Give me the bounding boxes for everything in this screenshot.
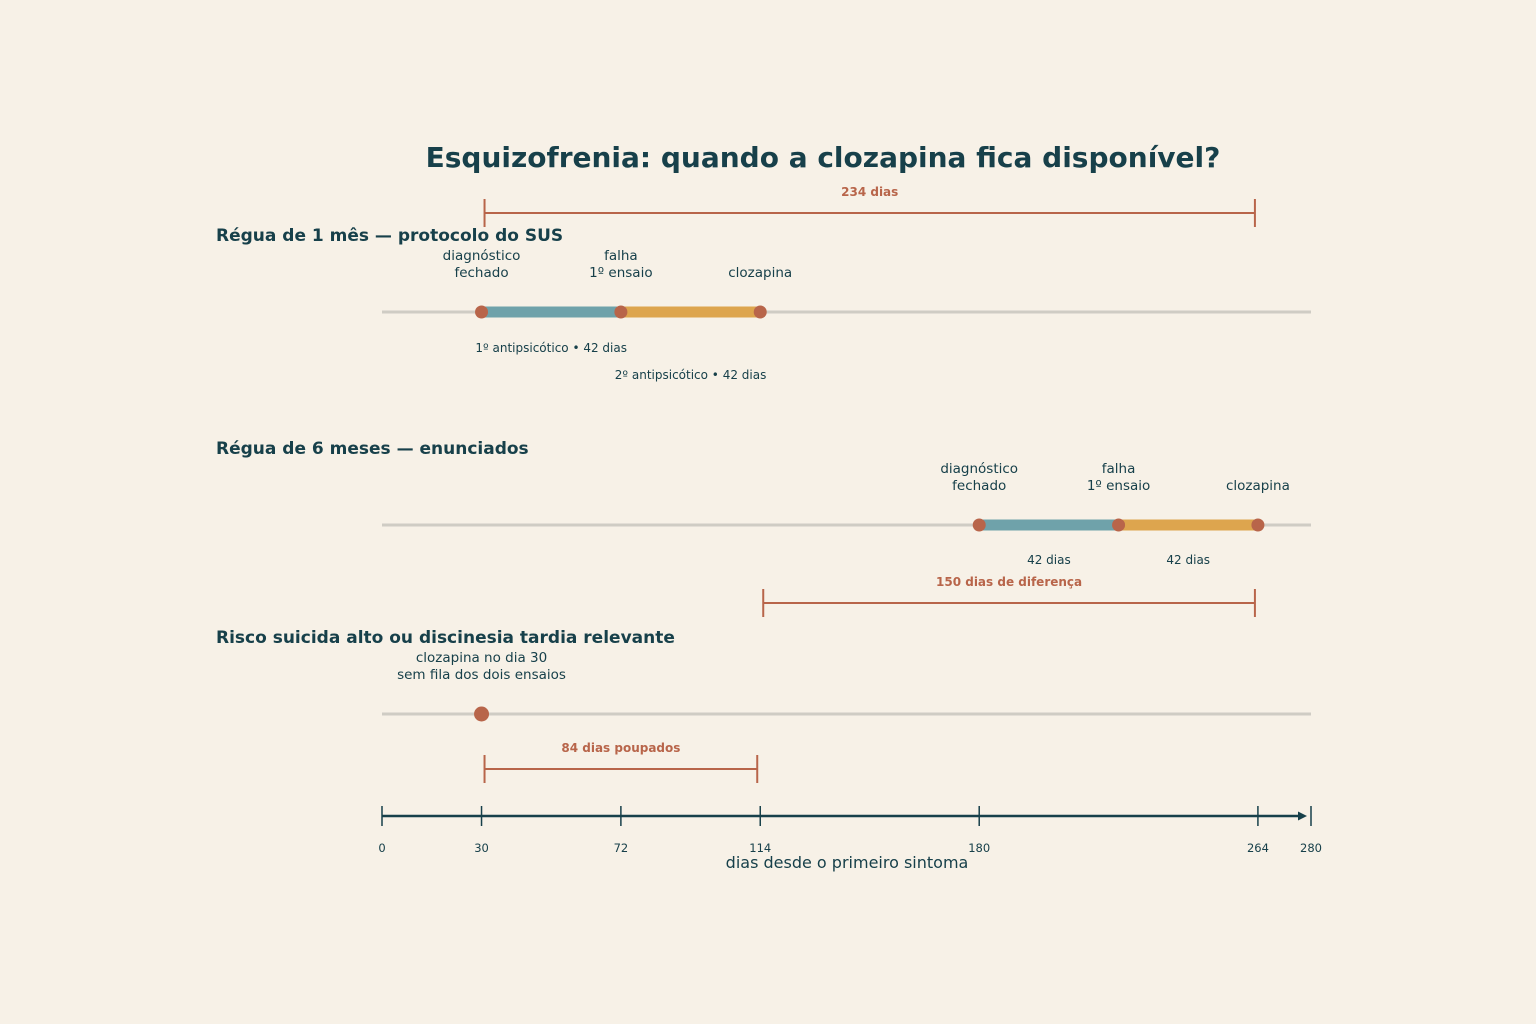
tick-label: 0 — [378, 841, 385, 855]
trial-label: 42 dias — [1166, 553, 1210, 567]
event-label: falha — [1102, 461, 1136, 477]
timeline-row-1: Régua de 1 mês — protocolo do SUS 1º anti… — [216, 226, 1311, 382]
tick-label: 114 — [749, 841, 771, 855]
event-marker — [475, 305, 489, 319]
event-label: fechado — [952, 478, 1006, 494]
event-label: diagnóstico — [940, 461, 1018, 477]
tick-label: 180 — [968, 841, 990, 855]
difference-bracket: 234 dias — [483, 185, 1256, 227]
trial-label: 42 dias — [1027, 553, 1071, 567]
event-marker — [614, 305, 628, 319]
event-label: falha — [604, 248, 638, 264]
event-marker — [972, 518, 986, 532]
tick-label: 30 — [474, 841, 489, 855]
timeline-row-2: Régua de 6 meses — enunciados 42 dias 42 d… — [216, 439, 1311, 567]
axis-arrow-icon — [1298, 811, 1307, 821]
timeline-row-3: Risco suicida alto ou discinesia tardia … — [216, 628, 1311, 722]
bracket-label: 234 dias — [841, 185, 898, 199]
chart-title: Esquizofrenia: quando a clozapina fica d… — [426, 141, 1221, 174]
event-label: 1º ensaio — [1087, 478, 1150, 494]
tracks-layer: Régua de 1 mês — protocolo do SUS 1º anti… — [216, 226, 1311, 722]
event-label: sem fila dos dois ensaios — [397, 667, 566, 683]
trial-label: 1º antipsicótico • 42 dias — [475, 341, 627, 355]
event-marker — [474, 706, 490, 722]
event-marker — [1251, 518, 1265, 532]
event-label: clozapina — [1226, 478, 1290, 494]
x-axis: 0 30 72 114 180 264 280 — [378, 806, 1322, 855]
trial-label: 2º antipsicótico • 42 dias — [615, 368, 767, 382]
row-title: Risco suicida alto ou discinesia tardia … — [216, 628, 675, 648]
event-label: diagnóstico — [443, 248, 521, 264]
x-axis-label: dias desde o primeiro sintoma — [726, 853, 969, 872]
event-label: 1º ensaio — [589, 265, 652, 281]
event-marker — [1112, 518, 1126, 532]
difference-bracket: 84 dias poupados — [483, 741, 759, 783]
bracket-label: 84 dias poupados — [561, 741, 680, 755]
row-title: Régua de 1 mês — protocolo do SUS — [216, 226, 563, 246]
difference-bracket: 150 dias de diferença — [762, 575, 1256, 617]
event-label: fechado — [454, 265, 508, 281]
annotations-layer: 234 dias 150 dias de diferença 84 dias pou… — [483, 185, 1256, 783]
row-title: Régua de 6 meses — enunciados — [216, 439, 529, 459]
event-label: clozapina — [728, 265, 792, 281]
tick-label: 72 — [614, 841, 629, 855]
tick-label: 280 — [1300, 841, 1322, 855]
event-marker — [753, 305, 767, 319]
tick-label: 264 — [1247, 841, 1269, 855]
event-label: clozapina no dia 30 — [416, 650, 547, 666]
bracket-label: 150 dias de diferença — [936, 575, 1082, 589]
